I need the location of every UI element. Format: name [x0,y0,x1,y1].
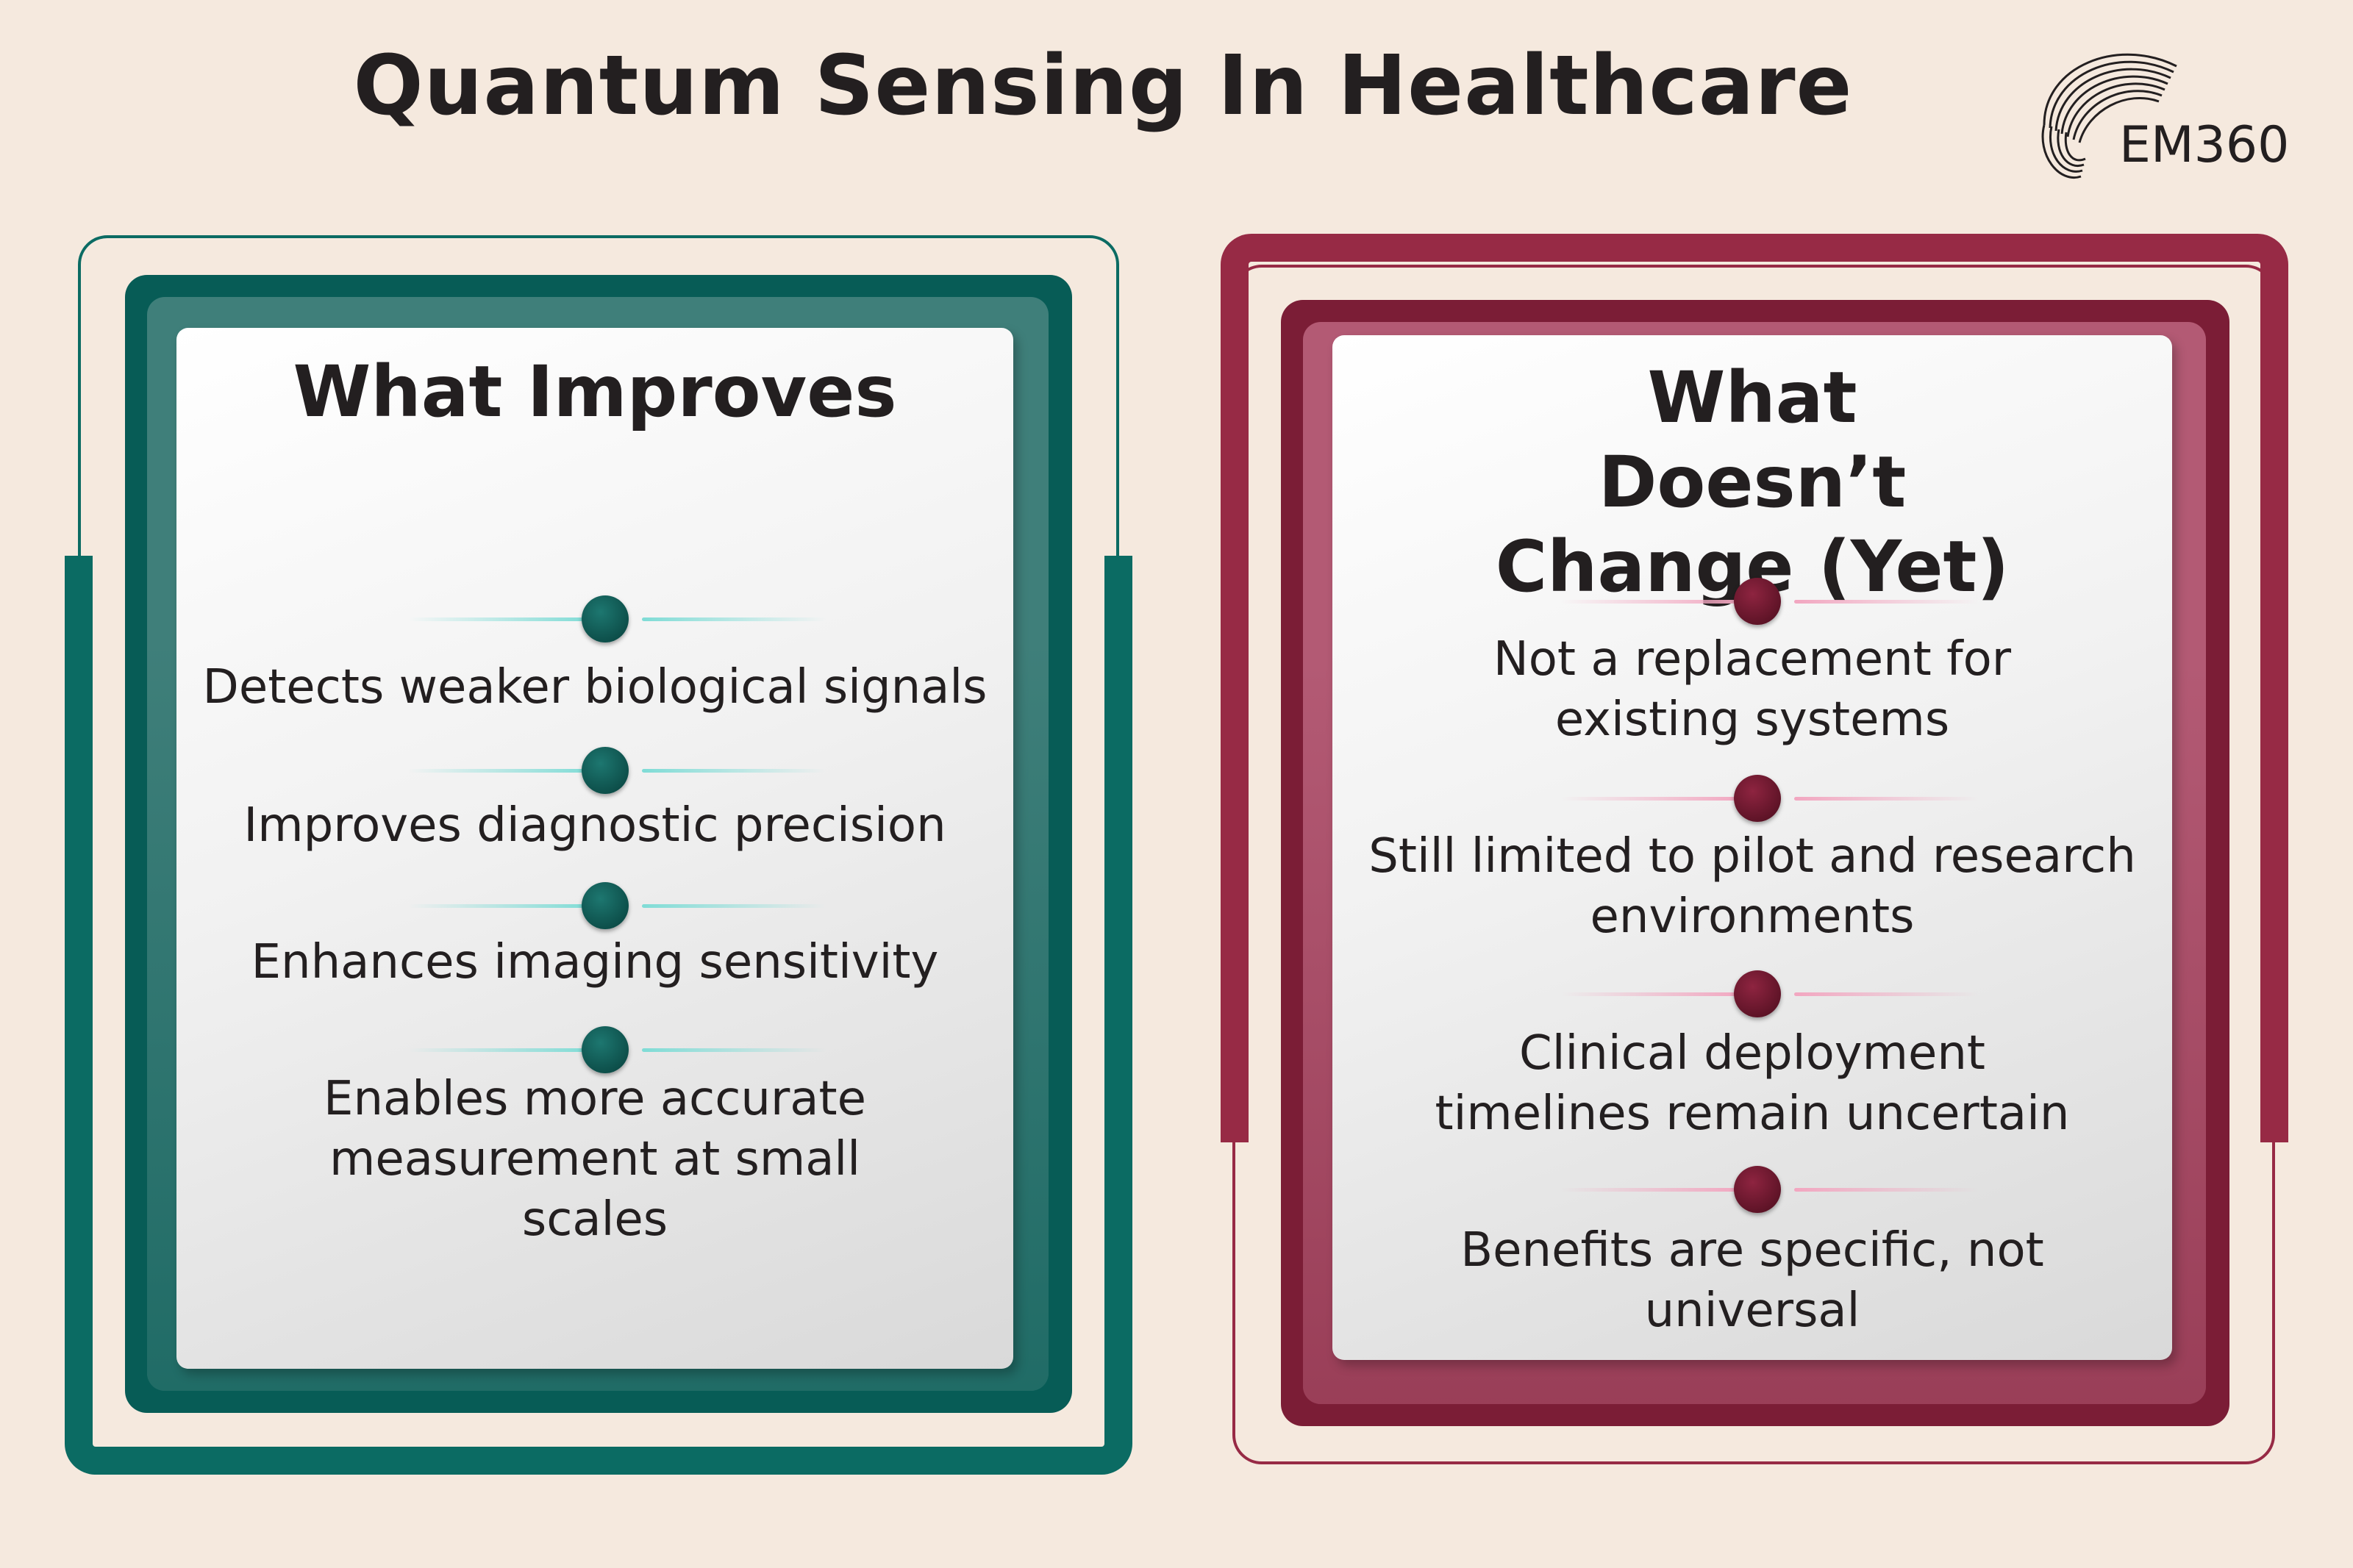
divider [408,595,827,642]
left-heading: What Improves [293,351,897,433]
divider [1560,1166,1979,1213]
divider-line [1794,797,1978,801]
divider-line [408,904,592,908]
bullet-dot-icon [1734,970,1781,1017]
divider-line [1560,1188,1744,1192]
divider-line [408,769,592,773]
list-item: Detects weaker biological signals [202,660,988,715]
divider-line [1794,992,1978,996]
logo-mark-icon [2041,53,2177,179]
bullet-dot-icon [582,882,629,929]
divider-line [1794,600,1978,604]
logo-text: EM360 [2119,116,2290,174]
left-thick-border [65,556,1132,1475]
divider-line [642,1048,826,1052]
divider-line [642,904,826,908]
right-heading: What Doesn’t Change (Yet) [1495,357,2010,609]
list-item: Enables more accurate measurement at sma… [324,1072,866,1247]
list-item: Enhances imaging sensitivity [251,935,939,989]
bullet-dot-icon [1734,1166,1781,1213]
left-card: What Improves Detects weaker biological … [176,328,1013,1369]
divider-line [1560,600,1744,604]
divider [1560,775,1979,822]
bullet-dot-icon [582,595,629,642]
divider-line [408,617,592,621]
page-title: Quantum Sensing In Healthcare [353,38,1853,134]
divider [1560,578,1979,625]
divider-line [1794,1188,1978,1192]
bullet-dot-icon [582,1026,629,1073]
divider-line [642,617,826,621]
divider [1560,970,1979,1017]
divider [408,1026,827,1073]
list-item: Still limited to pilot and research envi… [1368,829,2136,944]
list-item: Clinical deployment timelines remain unc… [1435,1026,2070,1141]
divider [408,747,827,794]
right-thick-border [1221,234,2288,1142]
list-item: Not a replacement for existing systems [1493,632,2012,747]
divider-line [1560,992,1744,996]
bullet-dot-icon [1734,578,1781,625]
divider-line [642,769,826,773]
divider-line [1560,797,1744,801]
divider [408,882,827,929]
list-item: Benefits are specific, not universal [1460,1223,2044,1338]
list-item: Improves diagnostic precision [243,798,946,853]
bullet-dot-icon [582,747,629,794]
divider-line [408,1048,592,1052]
right-card: What Doesn’t Change (Yet) Not a replacem… [1332,335,2172,1360]
bullet-dot-icon [1734,775,1781,822]
